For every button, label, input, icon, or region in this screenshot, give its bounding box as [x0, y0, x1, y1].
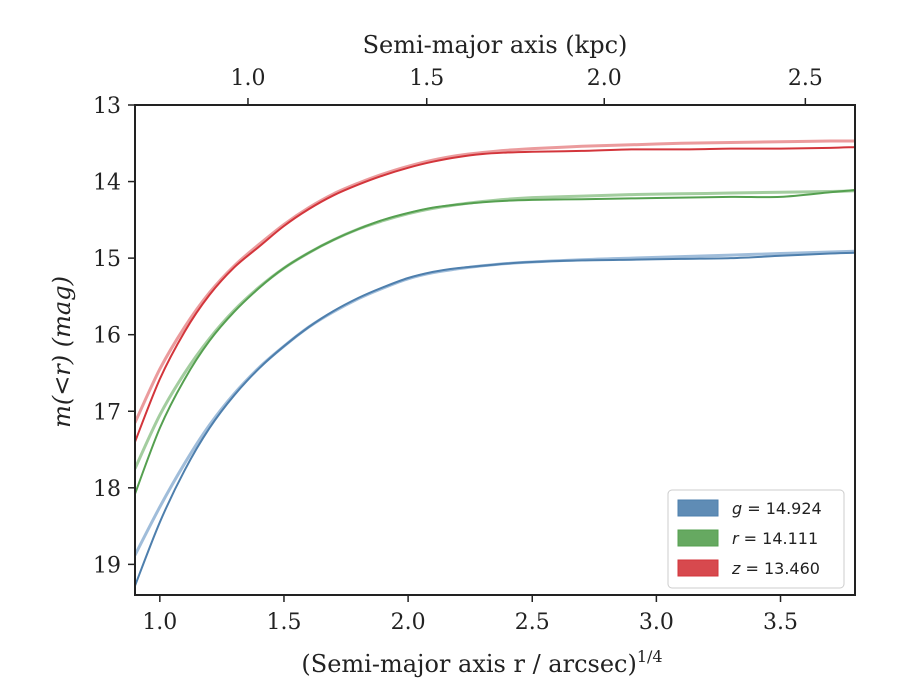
x-tick-label: 2.5 [515, 610, 550, 635]
series-r-line [135, 189, 855, 495]
legend-swatch-r [677, 529, 719, 547]
top-x-axis-title: Semi-major axis (kpc) [363, 31, 628, 59]
legend-items: g = 14.924 r = 14.111 z = 13.460 [677, 499, 822, 578]
top-x-tick-label: 2.5 [788, 66, 823, 91]
series-r-model-line [135, 189, 855, 470]
top-x-tick-label: 1.0 [230, 66, 265, 91]
legend-swatch-z [677, 559, 719, 577]
x-tick-label: 3.0 [639, 610, 674, 635]
top-x-tick-label: 1.5 [409, 66, 444, 91]
series-z-line [135, 146, 855, 443]
series-g-line [135, 251, 855, 587]
y-tick-label: 17 [93, 400, 121, 425]
x-tick-label: 1.0 [142, 610, 177, 635]
y-tick-label: 14 [93, 171, 121, 196]
x-tick-label: 1.5 [266, 610, 301, 635]
legend-label-g: g = 14.924 [732, 499, 822, 518]
y-tick-label: 16 [93, 324, 121, 349]
series-layer [135, 139, 855, 587]
y-tick-label: 15 [93, 247, 121, 272]
y-tick-label: 18 [93, 477, 121, 502]
x-tick-label: 3.5 [763, 610, 798, 635]
x-tick-label: 2.0 [391, 610, 426, 635]
series-z-model-line [135, 139, 855, 424]
x-axis-title-text: (Semi-major axis r / arcsec) [301, 650, 636, 678]
legend-label-r: r = 14.111 [732, 529, 818, 548]
x-axis-title-exponent: 1/4 [637, 647, 663, 666]
y-tick-label: 13 [93, 94, 121, 119]
y-axis-title: m(<r) (mag) [48, 276, 76, 428]
legend: g = 14.924 r = 14.111 z = 13.460 [667, 489, 845, 589]
legend-label-z: z = 13.460 [731, 559, 820, 578]
x-axis-title: (Semi-major axis r / arcsec)1/4 [301, 647, 662, 678]
top-x-tick-label: 2.0 [587, 66, 622, 91]
ticks-layer: 1.0 1.5 2.0 2.5 3.0 3.5 13 14 15 16 17 18 19 1.0 1.5 2.… [93, 66, 823, 635]
plot-frame [134, 104, 856, 596]
legend-swatch-g [677, 499, 719, 517]
y-tick-label: 19 [93, 553, 121, 578]
